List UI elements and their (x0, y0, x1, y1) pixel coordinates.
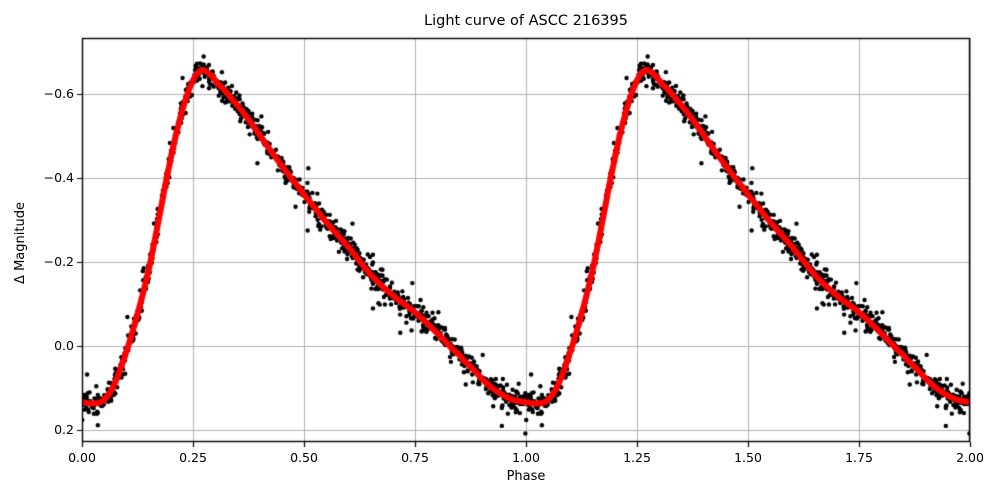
x-tick-label: 1.25 (623, 450, 651, 465)
x-tick-label: 0.25 (179, 450, 207, 465)
x-tick-label: 0.00 (68, 450, 96, 465)
y-tick-label: 0.0 (54, 338, 74, 354)
chart-title: Light curve of ASCC 216395 (424, 13, 628, 29)
x-tick-label: 2.00 (956, 450, 984, 465)
x-tick-label: 0.75 (401, 450, 429, 465)
y-tick-label: 0.2 (54, 422, 74, 438)
y-tick-label: −0.4 (43, 170, 74, 186)
y-tick-label: −0.6 (43, 86, 74, 102)
x-tick-label: 0.50 (290, 450, 318, 465)
x-tick-label: 1.50 (734, 450, 762, 465)
x-tick-label: 1.75 (845, 450, 873, 465)
y-tick-label: −0.2 (43, 254, 74, 270)
x-axis-label: Phase (506, 469, 546, 484)
x-tick-label: 1.00 (512, 450, 540, 465)
y-axis-label: Δ Magnitude (13, 202, 28, 284)
